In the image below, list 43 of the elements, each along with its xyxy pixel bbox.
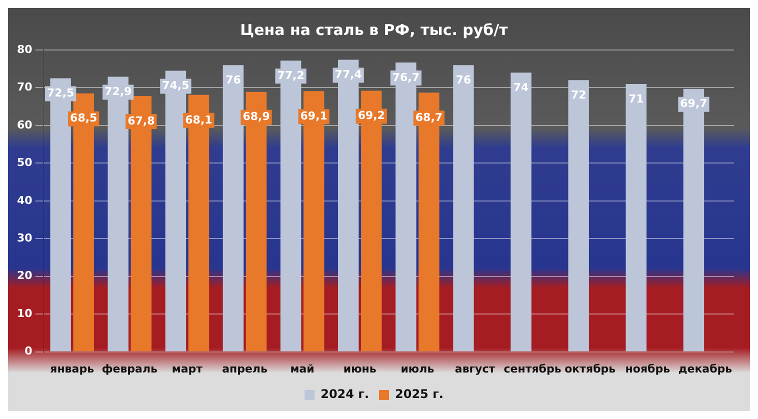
data-label: 69,2 [358, 109, 385, 122]
data-label: 68,1 [185, 113, 212, 126]
legend-label: 2024 г. [320, 387, 369, 402]
y-tick-label: 70 [16, 80, 33, 94]
x-tick-label: май [290, 362, 314, 376]
data-label: 68,5 [70, 112, 98, 125]
data-label: 72,9 [104, 85, 132, 98]
data-label: 67,8 [128, 114, 155, 128]
data-label: 72,5 [47, 86, 74, 100]
x-tick-label: июнь [343, 362, 376, 376]
x-tick-label: ноябрь [625, 362, 670, 376]
x-tick-label: август [454, 362, 496, 376]
x-tick-label: февраль [102, 362, 158, 376]
x-tick-label: октябрь [564, 362, 616, 376]
data-label: 74,5 [162, 79, 190, 92]
legend-label: 2025 г. [395, 387, 444, 402]
data-label: 76,7 [392, 70, 420, 84]
y-tick-label: 10 [16, 306, 33, 320]
data-label: 71 [628, 92, 644, 106]
y-tick-label: 50 [16, 156, 33, 170]
data-label: 68,9 [242, 110, 270, 124]
chart-title: Цена на сталь в РФ, тыс. руб/т [240, 20, 508, 39]
y-tick-label: 20 [16, 269, 33, 282]
y-tick-label: 60 [16, 118, 33, 132]
x-tick-label: январь [50, 362, 94, 376]
data-label: 74 [513, 80, 530, 94]
x-tick-label: декабрь [678, 362, 732, 376]
data-label: 76 [226, 73, 242, 86]
data-label: 77,2 [277, 68, 304, 82]
data-label: 68,7 [415, 110, 443, 124]
data-label: 69,7 [680, 97, 708, 110]
data-label: 77,4 [334, 68, 362, 82]
data-label: 69,1 [300, 109, 328, 122]
y-tick-label: 80 [16, 42, 33, 56]
x-tick-label: июль [400, 362, 434, 376]
x-tick-label: март [172, 362, 204, 376]
y-tick-label: 40 [16, 194, 33, 207]
y-tick-label: 30 [16, 231, 33, 244]
x-tick-label: апрель [222, 362, 268, 376]
data-label: 72 [570, 88, 586, 102]
y-tick-label: 0 [24, 344, 33, 358]
x-tick-label: сентябрь [504, 362, 562, 376]
data-label: 76 [456, 73, 472, 86]
